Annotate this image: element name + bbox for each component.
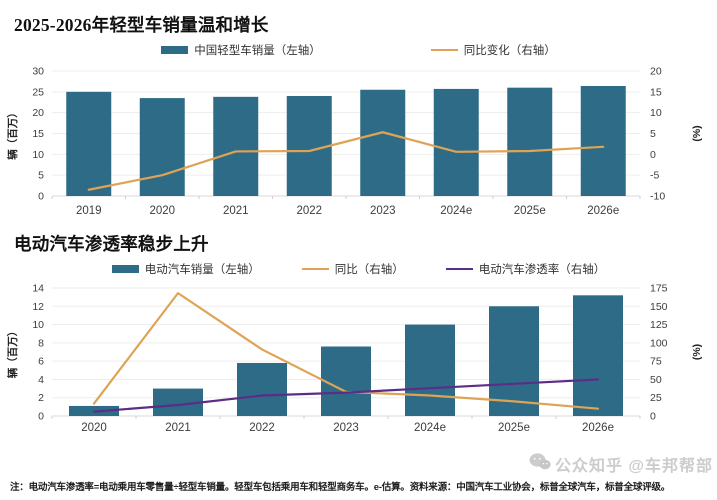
chart2-plot: 0 2 4 6 8 10 12 14 0 25 50 75 100 125 150 175 2020 2021 20… [6,283,703,435]
bar [286,96,332,196]
right-axis-tick-label: 75 [650,356,662,368]
x-axis-category-label: 2025e [498,422,530,434]
watermark: 公众知乎 @车邦帮部 [529,452,713,476]
bar [321,346,371,416]
right-axis-tick-label: 5 [650,128,656,140]
legend-line-swatch [445,267,473,271]
bar [237,362,287,416]
right-axis-title: (%) [691,125,703,141]
legend-item: 同比（右轴） [301,261,404,277]
watermark-text: 公众知乎 @车邦帮部 [554,458,713,475]
legend-bar-swatch [111,265,139,273]
chart1-title: 2025-2026年轻型车销量温和增长 [14,15,269,35]
legend-item: 中国轻型车销量（左轴） [161,42,321,58]
x-axis-category-label: 2026e [582,422,614,434]
right-axis-tick-label: 25 [650,392,662,404]
left-axis-tick-label: 25 [32,86,44,98]
x-axis-category-label: 2023 [370,205,396,217]
left-axis-tick-label: 30 [32,66,44,78]
right-axis-tick-label: 150 [650,301,668,313]
chart1-legend: 中国轻型车销量（左轴） 同比变化（右轴） [0,43,717,57]
x-axis-category-label: 2023 [333,422,359,434]
wechat-icon [529,452,551,476]
x-axis-category-label: 2022 [296,205,322,217]
left-axis-tick-label: 2 [38,392,44,404]
legend-line-swatch [301,267,329,271]
ev-penetration-chart: 电动汽车渗透率稳步上升 电动汽车销量（左轴） 同比（右轴） 电动汽车渗透率（右轴） … [0,231,717,436]
left-axis-tick-label: 20 [32,107,44,119]
right-axis-tick-label: 50 [650,374,662,386]
right-axis-tick-label: 20 [650,66,662,78]
legend-label: 同比变化（右轴） [463,45,556,57]
left-axis-tick-label: 15 [32,128,44,140]
legend-line-swatch [430,48,458,52]
left-axis-title: 辆（百万） [6,107,19,160]
left-axis-tick-label: 8 [38,337,44,349]
legend-label: 电动汽车渗透率（右轴） [478,264,606,276]
left-axis-title: 辆（百万） [6,326,19,379]
bar [573,295,623,416]
right-axis-tick-label: 0 [650,149,656,161]
series-line [87,131,605,191]
chart2-legend: 电动汽车销量（左轴） 同比（右轴） 电动汽车渗透率（右轴） [0,262,717,276]
legend-label: 电动汽车销量（左轴） [144,264,260,276]
left-axis-tick-label: 10 [32,319,44,331]
left-axis-tick-label: 14 [32,283,44,295]
legend-bar-swatch [161,46,189,54]
x-axis-category-label: 2024e [440,205,472,217]
right-axis-tick-label: 0 [650,411,656,423]
right-axis-tick-label: 100 [650,337,668,349]
chart1-plot: 0 5 10 15 20 25 30 -10 -5 0 5 10 15 20 2019 2020 2021 202… [6,66,703,218]
left-axis-tick-label: 10 [32,149,44,161]
legend-label: 中国轻型车销量（左轴） [194,45,321,57]
x-axis-category-label: 2020 [149,205,175,217]
right-axis-tick-label: -10 [650,191,665,203]
source-note: 注：电动汽车渗透率=电动乘用车零售量÷轻型车销量。轻型车包括乘用车和轻型商务车。… [10,482,671,493]
right-axis-tick-label: 15 [650,86,662,98]
bar [507,87,553,196]
right-axis-tick-label: -5 [650,170,659,182]
series-line [92,378,600,413]
bar [66,91,112,196]
chart2-title: 电动汽车渗透率稳步上升 [14,234,209,254]
x-axis-category-label: 2025e [514,205,546,217]
right-axis-tick-label: 10 [650,107,662,119]
left-axis-tick-label: 4 [38,374,44,386]
x-axis-category-label: 2026e [587,205,619,217]
left-axis-tick-label: 5 [38,170,44,182]
right-axis-tick-label: 175 [650,283,668,295]
bar [139,98,185,196]
bar [360,89,406,196]
bar [405,324,455,416]
left-axis-tick-label: 6 [38,356,44,368]
x-axis-category-label: 2020 [81,422,107,434]
legend-label: 同比（右轴） [334,264,404,276]
bar [213,96,259,196]
right-axis-tick-label: 125 [650,319,668,331]
bar [580,86,626,196]
legend-item: 电动汽车渗透率（右轴） [445,261,606,277]
legend-item: 电动汽车销量（左轴） [111,261,260,277]
x-axis-category-label: 2021 [223,205,249,217]
legend-item: 同比变化（右轴） [430,42,556,58]
left-axis-tick-label: 0 [38,411,44,423]
light-vehicle-sales-chart: 2025-2026年轻型车销量温和增长 中国轻型车销量（左轴） 同比变化（右轴） … [0,12,717,219]
bar [489,306,539,416]
right-axis-title: (%) [691,344,703,360]
x-axis-category-label: 2024e [414,422,446,434]
left-axis-tick-label: 0 [38,191,44,203]
bar [433,88,479,196]
x-axis-category-label: 2022 [249,422,275,434]
x-axis-category-label: 2021 [165,422,191,434]
x-axis-category-label: 2019 [76,205,102,217]
left-axis-tick-label: 12 [32,301,44,313]
